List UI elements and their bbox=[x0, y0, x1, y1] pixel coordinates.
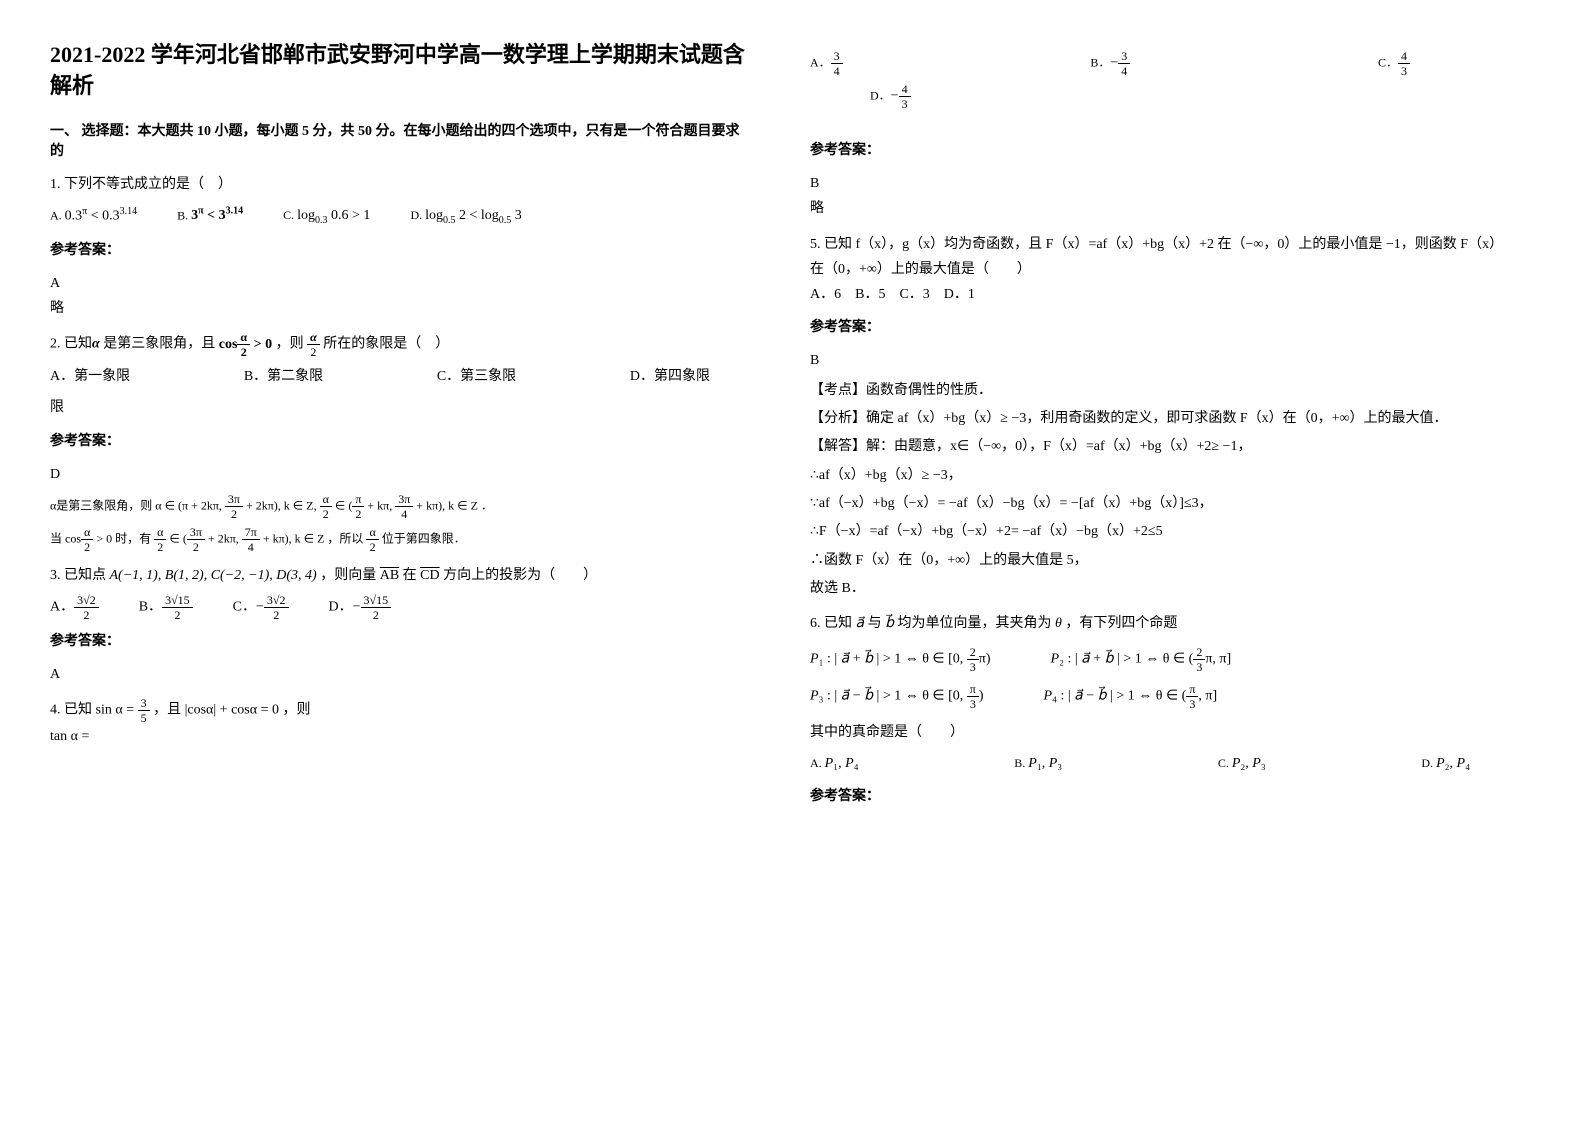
q2-expl-1: α是第三象限角，则 α ∈ (π + 2kπ, 3π2 + 2kπ), k ∈ … bbox=[50, 493, 750, 520]
q4-options: A．34 B．−34 C．43 bbox=[810, 50, 1510, 77]
question-2: 2. 已知α 是第三象限角，且 cosα2 > 0 ，则 α2 所在的象限是（ … bbox=[50, 331, 750, 553]
q1-opt-c: C. log0.3 0.6 > 1 bbox=[283, 203, 370, 230]
q5-stem: 5. 已知 f（x），g（x）均为奇函数，且 F（x）=af（x）+bg（x）+… bbox=[810, 232, 1510, 282]
question-6: 6. 已知 a⃗ 与 b⃗ 均为单位向量，其夹角为 θ ，有下列四个命题 P₁ … bbox=[810, 611, 1510, 810]
q1-stem: 1. 下列不等式成立的是（ ） bbox=[50, 172, 750, 197]
q4-opt-d: D．−43 bbox=[870, 83, 1510, 110]
q6-options: A. P₁, P₄ B. P₁, P₃ C. P₂, P₃ D. P₂, P₄ bbox=[810, 751, 1510, 776]
q4-ans-label: 参考答案： bbox=[810, 138, 1510, 163]
q2-opt-c: C．第三象限 bbox=[437, 364, 516, 389]
q2-expl-2: 当 cosα2 > 0 时，有 α2 ∈ (3π2 + 2kπ, 7π4 + k… bbox=[50, 526, 750, 553]
q5-p2: 【分析】确定 af（x）+bg（x）≥ −3，利用奇函数的定义，即可求函数 F（… bbox=[810, 408, 1510, 430]
q2-opt-d: D．第四象限 bbox=[630, 364, 710, 389]
q3-opt-b: B．3√152 bbox=[139, 594, 193, 621]
q3-opt-d: D．−3√152 bbox=[329, 594, 392, 621]
q5-ans-label: 参考答案： bbox=[810, 315, 1510, 340]
q1-options: A. 0.3π < 0.33.14 B. 3π < 33.14 C. log0.… bbox=[50, 203, 750, 230]
q4-stem: 4. 已知 sin α = 35 ，且 |cosα| + cosα = 0 ，则 bbox=[50, 697, 750, 724]
q5-p4: ∴af（x）+bg（x）≥ −3， bbox=[810, 465, 1510, 487]
q6-tail: 其中的真命题是（ ） bbox=[810, 720, 1510, 745]
q6-ans-label: 参考答案： bbox=[810, 784, 1510, 809]
q6-opt-d: D. P₂, P₄ bbox=[1421, 751, 1470, 776]
q5-ans: B bbox=[810, 348, 1510, 373]
q2-opt-a: A．第一象限 bbox=[50, 364, 130, 389]
q6-p3: P₃ : | a⃗ − b⃗ | > 1 ⇔ θ ∈ [0, π3) bbox=[810, 683, 984, 710]
q5-p3: 【解答】解：由题意，x∈（−∞，0），F（x）=af（x）+bg（x）+2≥ −… bbox=[810, 436, 1510, 458]
q4-note: 略 bbox=[810, 196, 1510, 221]
q5-p8: 故选 B． bbox=[810, 578, 1510, 600]
q6-stem: 6. 已知 a⃗ 与 b⃗ 均为单位向量，其夹角为 θ ，有下列四个命题 bbox=[810, 611, 1510, 636]
q6-opt-b: B. P₁, P₃ bbox=[1014, 751, 1062, 776]
question-1: 1. 下列不等式成立的是（ ） A. 0.3π < 0.33.14 B. 3π … bbox=[50, 172, 750, 322]
q4-opt-b: B．−34 bbox=[1090, 50, 1130, 77]
q3-ans: A bbox=[50, 662, 750, 687]
question-4: 4. 已知 sin α = 35 ，且 |cosα| + cosα = 0 ，则… bbox=[50, 697, 750, 749]
q4-options-block: A．34 B．−34 C．43 D．−43 参考答案： B 略 bbox=[810, 50, 1510, 222]
q5-p7: ∴函数 F（x）在（0，+∞）上的最大值是 5， bbox=[810, 550, 1510, 572]
q3-opt-a: A．3√22 bbox=[50, 594, 99, 621]
q6-row1: P₁ : | a⃗ + b⃗ | > 1 ⇔ θ ∈ [0, 23π) P₂ :… bbox=[810, 646, 1510, 673]
q1-ans-label: 参考答案： bbox=[50, 238, 750, 263]
q6-opt-a: A. P₁, P₄ bbox=[810, 751, 859, 776]
q1-opt-a: A. 0.3π < 0.33.14 bbox=[50, 203, 137, 230]
question-3: 3. 已知点 A(−1, 1), B(1, 2), C(−2, −1), D(3… bbox=[50, 563, 750, 688]
q5-p5: ∵af（−x）+bg（−x）= −af（x）−bg（x）= −[af（x）+bg… bbox=[810, 493, 1510, 515]
q6-p4: P₄ : | a⃗ − b⃗ | > 1 ⇔ θ ∈ (π3, π] bbox=[1044, 683, 1218, 710]
doc-title: 2021-2022 学年河北省邯郸市武安野河中学高一数学理上学期期末试题含解析 bbox=[50, 40, 750, 102]
q3-ans-label: 参考答案： bbox=[50, 629, 750, 654]
q3-opt-c: C．−3√22 bbox=[233, 594, 289, 621]
q2-options: A．第一象限 B．第二象限 C．第三象限 D．第四象限 bbox=[50, 364, 750, 389]
q2-ans-label: 参考答案： bbox=[50, 429, 750, 454]
q4-ans: B bbox=[810, 171, 1510, 196]
q2-ans: D bbox=[50, 462, 750, 487]
q6-p1: P₁ : | a⃗ + b⃗ | > 1 ⇔ θ ∈ [0, 23π) bbox=[810, 646, 991, 673]
q5-p1: 【考点】函数奇偶性的性质． bbox=[810, 380, 1510, 402]
q5-p6: ∴F（−x）=af（−x）+bg（−x）+2= −af（x）−bg（x）+2≤5 bbox=[810, 521, 1510, 543]
q2-optd-wrap: 限 bbox=[50, 395, 750, 420]
q1-ans: A bbox=[50, 271, 750, 296]
q4-opt-c: C．43 bbox=[1378, 50, 1410, 77]
q3-stem: 3. 已知点 A(−1, 1), B(1, 2), C(−2, −1), D(3… bbox=[50, 563, 750, 588]
section-1-heading: 一、 选择题：本大题共 10 小题，每小题 5 分，共 50 分。在每小题给出的… bbox=[50, 120, 750, 160]
q1-note: 略 bbox=[50, 296, 750, 321]
q3-options: A．3√22 B．3√152 C．−3√22 D．−3√152 bbox=[50, 594, 750, 621]
q1-opt-d: D. log0.5 2 < log0.5 3 bbox=[410, 203, 521, 230]
q5-opts: A．6 B．5 C．3 D．1 bbox=[810, 282, 1510, 307]
q1-opt-b: B. 3π < 33.14 bbox=[177, 203, 243, 230]
q4-opt-a: A．34 bbox=[810, 50, 843, 77]
q2-opt-b: B．第二象限 bbox=[244, 364, 323, 389]
q6-row2: P₃ : | a⃗ − b⃗ | > 1 ⇔ θ ∈ [0, π3) P₄ : … bbox=[810, 683, 1510, 710]
q2-stem: 2. 已知α 是第三象限角，且 cosα2 > 0 ，则 α2 所在的象限是（ … bbox=[50, 331, 750, 358]
q4-line2: tan α = bbox=[50, 724, 750, 749]
q6-p2: P₂ : | a⃗ + b⃗ | > 1 ⇔ θ ∈ (23π, π] bbox=[1051, 646, 1232, 673]
q6-opt-c: C. P₂, P₃ bbox=[1218, 751, 1266, 776]
question-5: 5. 已知 f（x），g（x）均为奇函数，且 F（x）=af（x）+bg（x）+… bbox=[810, 232, 1510, 601]
